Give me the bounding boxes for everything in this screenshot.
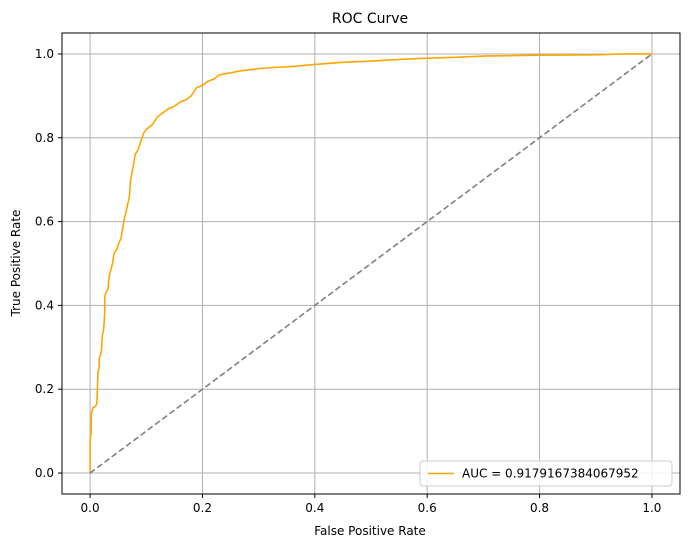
chart-title: ROC Curve xyxy=(332,11,408,27)
series-layer xyxy=(89,53,653,474)
y-tick-label: 0.0 xyxy=(35,466,54,480)
plot-frame xyxy=(61,32,681,495)
legend: AUC = 0.9179167384067952 xyxy=(419,460,673,487)
x-tick-label: 1.0 xyxy=(642,501,661,515)
legend-label: AUC = 0.9179167384067952 xyxy=(462,467,639,481)
x-tick-label: 0.4 xyxy=(305,501,324,515)
roc-curve-line xyxy=(89,53,652,474)
y-tick-label: 0.4 xyxy=(35,298,54,312)
y-tick-label: 1.0 xyxy=(35,47,54,61)
x-tick-label: 0.2 xyxy=(193,501,212,515)
legend-box xyxy=(419,460,673,487)
x-tick-label: 0.6 xyxy=(418,501,437,515)
y-axis-label: True Positive Rate xyxy=(9,210,23,318)
x-tick-label: 0.8 xyxy=(530,501,549,515)
y-tick-label: 0.8 xyxy=(35,131,54,145)
x-axis-ticks: 0.0 0.2 0.4 0.6 0.8 1.0 xyxy=(81,494,661,515)
y-axis-ticks: 0.0 0.2 0.4 0.6 0.8 1.0 xyxy=(35,47,62,480)
x-tick-label: 0.0 xyxy=(81,501,100,515)
grid-lines xyxy=(62,33,680,494)
y-tick-label: 0.2 xyxy=(35,382,54,396)
x-axis-label: False Positive Rate xyxy=(314,524,426,538)
y-tick-label: 0.6 xyxy=(35,215,54,229)
